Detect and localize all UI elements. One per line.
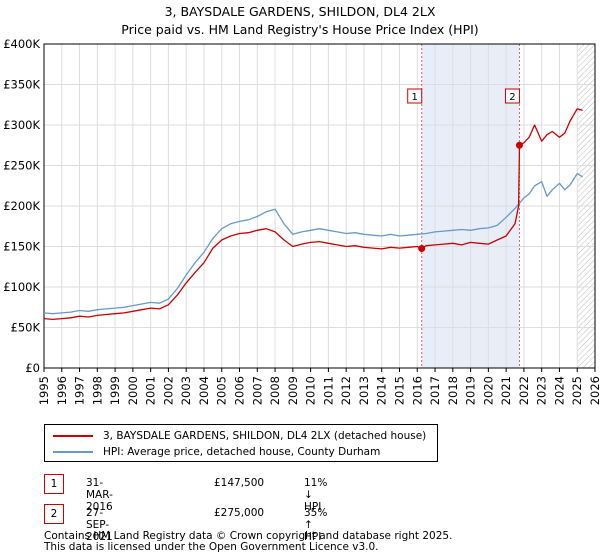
x-tick-label: 2011: [321, 376, 335, 405]
x-tick-label: 2002: [161, 376, 175, 405]
sale-point: [418, 245, 426, 253]
annotation-date-1: 31-MAR-2016: [86, 477, 113, 513]
x-tick-label: 2010: [304, 376, 318, 405]
y-tick-label: £100K: [3, 280, 40, 294]
x-tick-label: 2019: [464, 376, 478, 405]
x-tick-label: 2024: [552, 376, 566, 405]
y-tick-label: £150K: [3, 240, 40, 254]
annotation-price-1: £147,500: [214, 477, 265, 489]
y-tick-label: £350K: [3, 78, 40, 92]
x-tick-label: 2023: [535, 376, 549, 405]
footer: Contains HM Land Registry data © Crown c…: [44, 531, 452, 553]
x-tick-label: 1999: [108, 376, 122, 405]
y-tick-label: £250K: [3, 159, 40, 173]
annotation-number-1: 1: [44, 474, 64, 494]
x-tick-label: 2022: [517, 376, 531, 405]
legend-label-house: 3, BAYSDALE GARDENS, SHILDON, DL4 2LX (d…: [103, 430, 427, 442]
x-tick-label: 2000: [126, 376, 140, 405]
x-tick-label: 2017: [428, 376, 442, 405]
footer-line-2: This data is licensed under the Open Gov…: [44, 541, 379, 553]
legend-item-hpi: HPI: Average price, detached house, Coun…: [53, 445, 380, 459]
annotation-hpi-2: 35% ↑ HPI: [304, 507, 328, 543]
x-tick-label: 2021: [499, 376, 513, 405]
x-tick-label: 2006: [233, 376, 247, 405]
legend-label-hpi: HPI: Average price, detached house, Coun…: [103, 446, 381, 458]
x-tick-label: 2003: [179, 376, 193, 405]
chart-title: 3, BAYSDALE GARDENS, SHILDON, DL4 2LX: [164, 4, 436, 19]
x-tick-label: 2026: [588, 376, 600, 405]
x-tick-label: 2012: [339, 376, 353, 405]
footer-line-1: Contains HM Land Registry data © Crown c…: [44, 530, 453, 542]
legend-item-house: 3, BAYSDALE GARDENS, SHILDON, DL4 2LX (d…: [53, 429, 426, 443]
x-tick-label: 2009: [286, 376, 300, 405]
y-tick-label: £200K: [3, 199, 40, 213]
sale-label-box: [407, 88, 423, 104]
plot-frame: [43, 43, 596, 369]
annotation-date-2: 27-SEP-2021: [86, 507, 113, 543]
sale-point: [515, 141, 523, 149]
x-tick-label: 2016: [410, 376, 424, 405]
x-tick-label: 2008: [268, 376, 282, 405]
y-tick-label: £0: [25, 361, 40, 375]
x-tick-label: 2020: [481, 376, 495, 405]
x-tick-label: 1995: [37, 376, 51, 405]
x-tick-label: 1997: [73, 376, 87, 405]
y-tick-label: £50K: [11, 321, 41, 335]
annotation-price-2: £275,000: [214, 507, 265, 519]
chart-subtitle: Price paid vs. HM Land Registry's House …: [121, 22, 479, 37]
x-tick-label: 1996: [55, 376, 69, 405]
legend-swatch-hpi: [53, 451, 93, 453]
x-tick-label: 2005: [215, 376, 229, 405]
legend: 3, BAYSDALE GARDENS, SHILDON, DL4 2LX (d…: [44, 424, 438, 462]
sale-label-number: 2: [509, 92, 515, 103]
x-tick-label: 2004: [197, 376, 211, 405]
sale-label-number: 1: [412, 92, 418, 103]
y-tick-label: £400K: [3, 37, 40, 51]
house-price-line: [43, 108, 583, 321]
x-tick-label: 1998: [90, 376, 104, 405]
price-chart: £0 £50K £100K £150K £200K £250K £300K £350K £400…: [3, 37, 600, 405]
y-tick-label: £300K: [3, 118, 40, 132]
sale-label-box: [504, 88, 520, 104]
x-tick-label: 2018: [446, 376, 460, 405]
x-tick-label: 2015: [392, 376, 406, 405]
legend-swatch-house: [53, 435, 93, 437]
x-tick-label: 2001: [144, 376, 158, 405]
x-tick-label: 2013: [357, 376, 371, 405]
annotation-number-2: 2: [44, 504, 64, 524]
x-tick-label: 2025: [570, 376, 584, 405]
x-tick-label: 2007: [250, 376, 264, 405]
x-tick-label: 2014: [375, 376, 389, 405]
annotation-hpi-1: 11% ↓ HPI: [304, 477, 328, 513]
